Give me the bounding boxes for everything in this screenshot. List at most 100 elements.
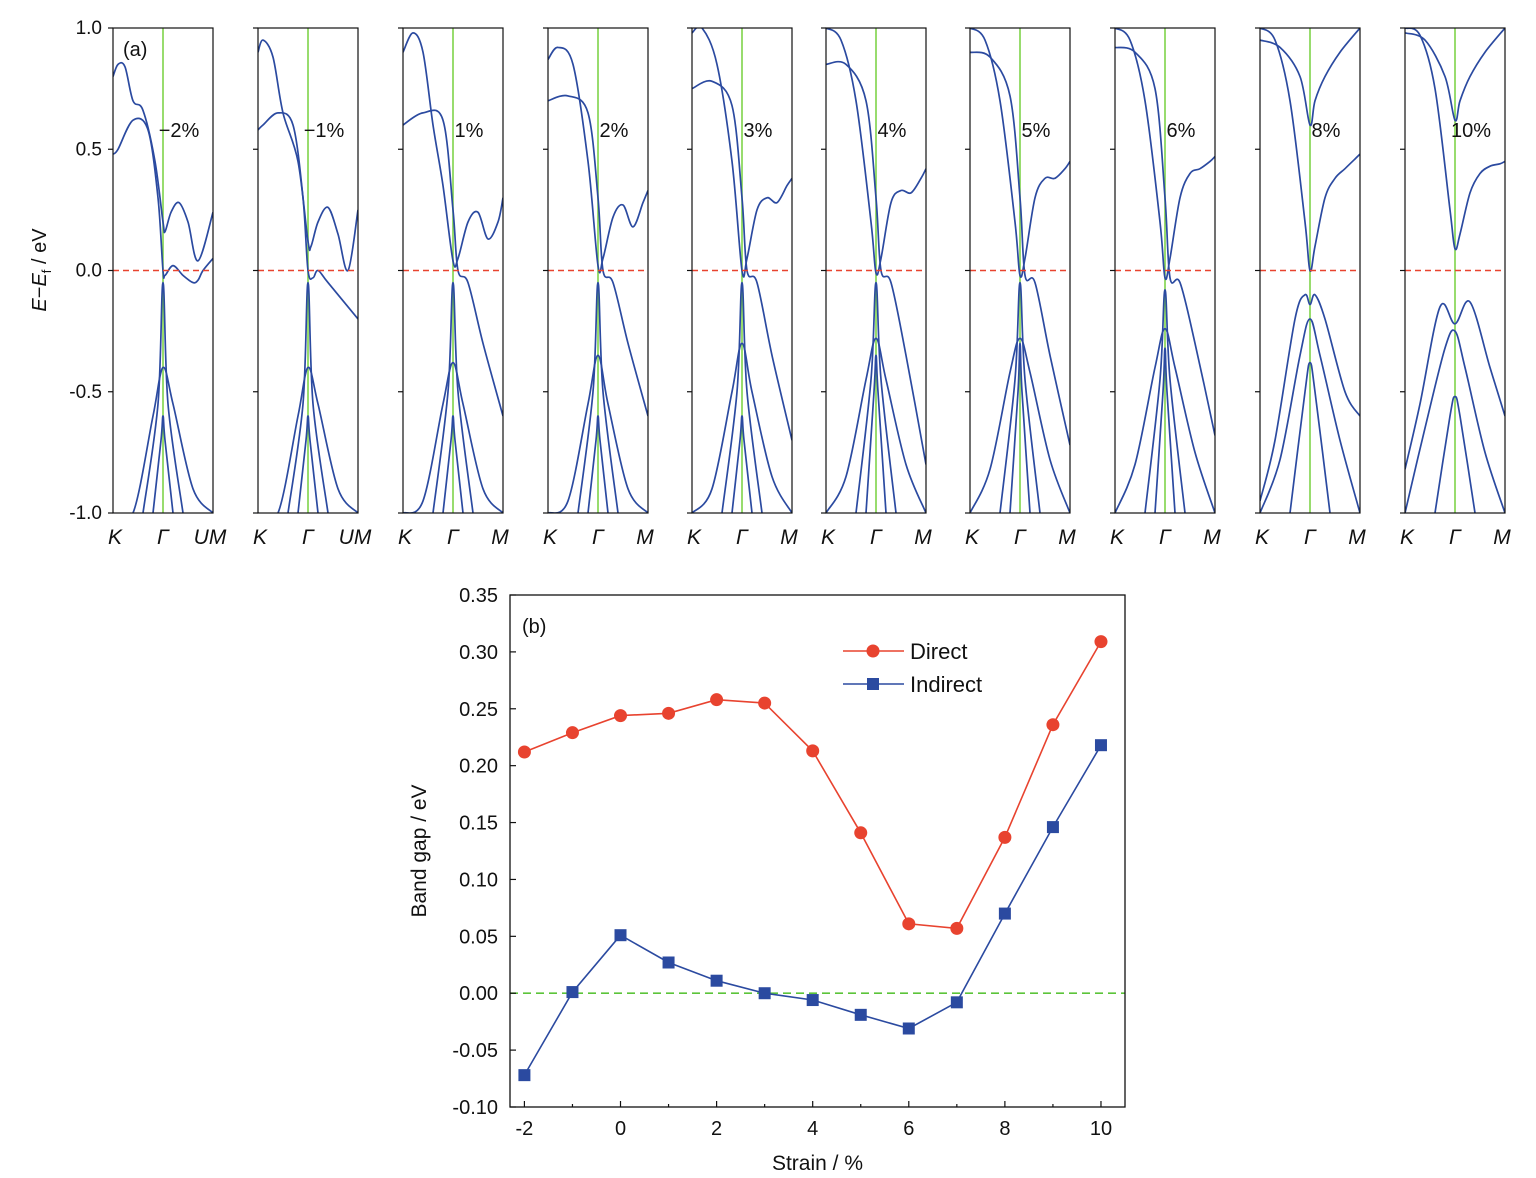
band-subplot: 4% K Γ M [821, 27, 932, 549]
data-point [517, 745, 531, 759]
band-curve [1260, 28, 1360, 127]
a-y-axis-label: E−Ef / eV [29, 228, 54, 312]
band-lines [826, 28, 926, 513]
band-curve [1144, 289, 1186, 513]
band-lines [403, 32, 503, 513]
band-lines [970, 28, 1070, 513]
k-point-label: Γ [1449, 526, 1462, 549]
x-tick-label: 10 [1090, 1118, 1112, 1140]
strain-label: 4% [878, 120, 907, 142]
y-tick-label: 0.10 [459, 869, 498, 891]
k-point-label: M [1348, 526, 1366, 549]
k-point-label: M [1493, 526, 1511, 549]
a-ylabel-sub: f [39, 269, 54, 273]
legend-marker [866, 644, 880, 658]
k-point-label: K [253, 526, 268, 549]
data-point [662, 706, 676, 720]
band-curve [1154, 347, 1176, 513]
y-tick-label: 0.05 [459, 926, 498, 948]
k-point-label: Γ [447, 526, 460, 549]
band-curve [1405, 28, 1505, 122]
strain-label: 6% [1167, 120, 1196, 142]
k-point-label: K [1255, 526, 1270, 549]
a-ytick-label: 0.5 [76, 139, 102, 160]
data-point [854, 826, 868, 840]
band-subplot: −1% K Γ UM [253, 27, 372, 549]
legend: Direct Indirect [843, 639, 982, 697]
band-lines [692, 28, 792, 513]
y-tick-label: 0.15 [459, 813, 498, 835]
data-point [806, 744, 820, 758]
series-indirect [518, 739, 1107, 1082]
band-curve [970, 337, 1070, 513]
band-curve [1260, 28, 1360, 272]
data-point [902, 1022, 915, 1035]
band-curve [287, 281, 329, 513]
band-curve [113, 61, 213, 262]
band-curve [432, 281, 474, 513]
band-subplot: 2% K Γ M [543, 27, 654, 549]
a-ytick-label: -1.0 [69, 503, 102, 524]
band-curve [1115, 327, 1215, 513]
data-point [710, 693, 724, 707]
data-point [614, 929, 627, 942]
k-point-label: Γ [1159, 526, 1172, 549]
k-point-label: UM [194, 526, 227, 549]
band-lines [1405, 28, 1505, 513]
band-curve [1405, 28, 1505, 251]
a-ylabel-unit: / eV [29, 228, 51, 270]
y-tick-label: 0.25 [459, 699, 498, 721]
a-ylabel-e2: E [29, 273, 51, 287]
data-point [1094, 635, 1108, 649]
band-subplot: 6% K Γ M [1110, 27, 1221, 549]
band-curve [1405, 329, 1505, 513]
band-curve [1115, 46, 1215, 436]
band-lines [1260, 28, 1360, 513]
y-tick-label: 0.35 [459, 585, 498, 607]
band-curve [297, 415, 319, 513]
band-curve [865, 354, 887, 513]
legend-label: Indirect [910, 672, 982, 697]
data-point [710, 974, 723, 987]
data-point [518, 1069, 531, 1082]
band-curve [1434, 395, 1476, 513]
strain-label: 3% [744, 120, 773, 142]
k-point-label: UM [339, 526, 372, 549]
series-line [523, 744, 1102, 1076]
k-point-label: M [1058, 526, 1076, 549]
band-curve [1405, 299, 1505, 470]
k-point-label: M [636, 526, 654, 549]
band-curve [403, 361, 503, 513]
data-point [854, 1008, 867, 1021]
band-curve [826, 60, 926, 465]
band-curve [577, 281, 619, 513]
plot-frame [509, 594, 1126, 1108]
x-tick-label: 4 [807, 1118, 818, 1140]
k-point-label: Γ [592, 526, 605, 549]
series-direct [517, 635, 1108, 935]
a-ytick-label: -0.5 [69, 382, 102, 403]
k-point-label: K [398, 526, 413, 549]
k-point-label: K [1110, 526, 1125, 549]
y-tick-label: -0.05 [452, 1040, 498, 1062]
data-point [806, 994, 819, 1007]
k-point-label: Γ [1014, 526, 1027, 549]
k-point-label: M [780, 526, 798, 549]
band-curve [152, 415, 174, 513]
k-point-label: M [1203, 526, 1221, 549]
band-curve [692, 79, 792, 441]
x-tick-label: 6 [903, 1118, 914, 1140]
band-curve [548, 354, 648, 513]
band-curve [721, 281, 763, 513]
strain-label: 10% [1451, 120, 1491, 142]
band-gap-chart: 0.35 0.30 0.25 0.20 0.15 0.10 0.05 0.00 -0.05 -0.… [408, 585, 1126, 1175]
band-curve [692, 342, 792, 513]
a-ylabel-e: E [29, 298, 51, 312]
k-point-label: K [1400, 526, 1415, 549]
a-panel-label: (a) [123, 39, 147, 61]
k-point-label: Γ [736, 526, 749, 549]
band-lines [548, 46, 648, 513]
band-subplot: 3% K Γ M [687, 27, 798, 549]
band-curve [1260, 318, 1360, 513]
